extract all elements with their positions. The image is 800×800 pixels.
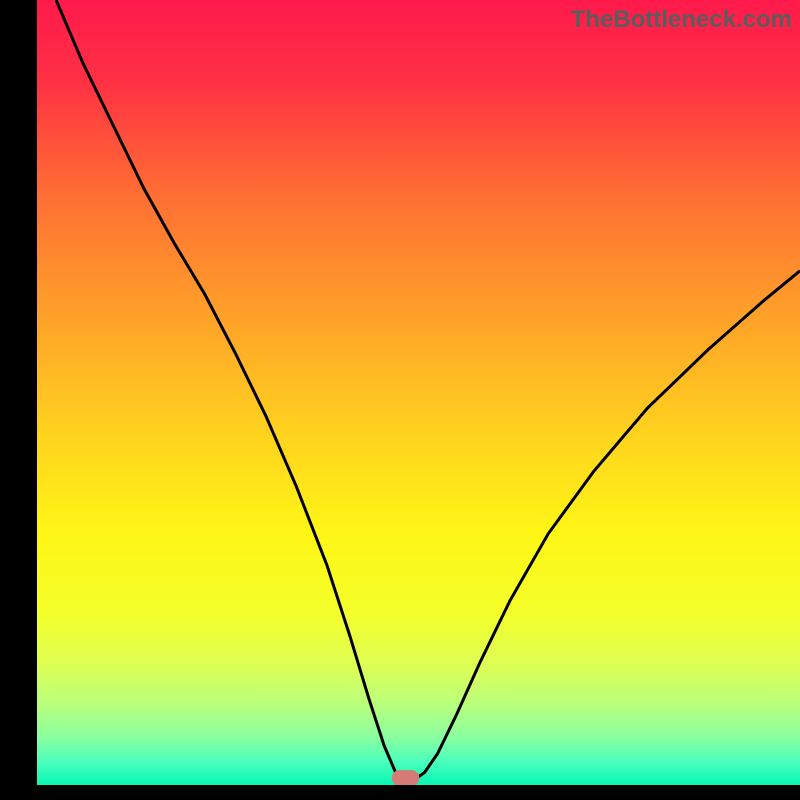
plot-area	[37, 0, 800, 785]
bottleneck-curve	[37, 0, 800, 785]
figure-container: { "meta": { "source_label": "TheBottlene…	[0, 0, 800, 800]
optimum-marker	[392, 770, 419, 785]
watermark-text: TheBottleneck.com	[571, 6, 792, 34]
